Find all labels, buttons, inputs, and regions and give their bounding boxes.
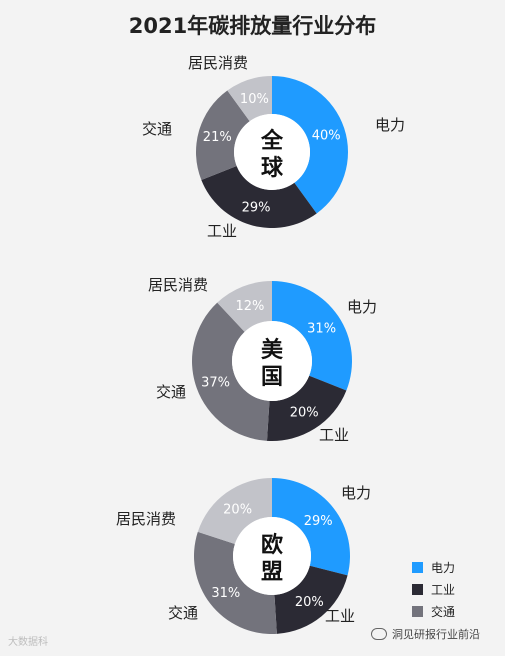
donut-2-label-transport: 交通 bbox=[168, 604, 198, 622]
donut-0-value-transport: 21% bbox=[203, 130, 232, 145]
donut-0-center-label-1: 球 bbox=[261, 156, 284, 181]
donut-2-value-power: 29% bbox=[304, 514, 333, 529]
donut-1-label-residential: 居民消费 bbox=[148, 276, 208, 294]
chart-title: 2021年碳排放量行业分布 bbox=[128, 14, 377, 38]
donut-1-slice-power bbox=[272, 281, 352, 391]
donut-2-value-industry: 20% bbox=[295, 595, 324, 610]
donut-1-center-label-0: 美 bbox=[261, 337, 284, 363]
donut-1-value-residential: 12% bbox=[235, 299, 264, 314]
legend: 电力 工业 交通 bbox=[412, 556, 455, 622]
donut-2-center-label-0: 欧 bbox=[261, 532, 283, 558]
legend-label-industry: 工业 bbox=[431, 582, 456, 597]
watermark-left: 大数据科 bbox=[8, 637, 48, 648]
donut-1-value-power: 31% bbox=[307, 321, 336, 336]
donut-0-value-industry: 29% bbox=[242, 201, 271, 216]
donut-2-slice-power bbox=[272, 478, 351, 576]
donut-0-value-residential: 10% bbox=[240, 92, 269, 107]
donut-2-value-residential: 20% bbox=[223, 503, 252, 518]
legend-swatch-industry bbox=[412, 583, 423, 595]
donut-1-slice-residential bbox=[217, 281, 272, 332]
donut-1-label-power: 电力 bbox=[347, 298, 377, 316]
donut-1-value-transport: 37% bbox=[201, 375, 230, 390]
watermark-right: 洞见研报行业前沿 bbox=[371, 626, 480, 642]
donut-1-slice-industry bbox=[266, 375, 347, 441]
legend-item-industry: 工业 bbox=[412, 578, 455, 600]
donut-2-label-industry: 工业 bbox=[325, 607, 355, 625]
donut-0-center bbox=[234, 114, 310, 190]
donut-0-label-residential: 居民消费 bbox=[188, 54, 248, 72]
donut-0-label-power: 电力 bbox=[375, 116, 405, 134]
donut-2-center-label-1: 盟 bbox=[261, 560, 283, 585]
donut-2-label-residential: 居民消费 bbox=[116, 510, 176, 528]
donut-0-slice-residential bbox=[227, 76, 272, 122]
donut-0-label-transport: 交通 bbox=[142, 120, 172, 138]
donut-2-slice-residential bbox=[197, 478, 272, 544]
donut-0-value-power: 40% bbox=[312, 128, 341, 143]
donut-0-center-label-0: 全 bbox=[260, 128, 284, 154]
donut-1-value-industry: 20% bbox=[290, 406, 319, 421]
donut-1-center bbox=[232, 321, 312, 401]
watermark-right-text: 洞见研报行业前沿 bbox=[392, 628, 480, 641]
legend-item-power: 电力 bbox=[412, 556, 455, 578]
donut-1-label-transport: 交通 bbox=[156, 383, 186, 401]
donut-0-slice-transport bbox=[196, 90, 250, 180]
donut-2-slice-industry bbox=[274, 565, 348, 634]
donut-0-slice-industry bbox=[201, 165, 317, 228]
legend-swatch-power bbox=[412, 561, 423, 573]
donut-2-value-transport: 31% bbox=[211, 586, 240, 601]
donut-1-label-industry: 工业 bbox=[319, 426, 349, 444]
donut-1-slice-transport bbox=[191, 302, 270, 441]
legend-label-transport: 交通 bbox=[431, 604, 456, 619]
donut-2-label-power: 电力 bbox=[341, 484, 371, 502]
donut-0-label-industry: 工业 bbox=[207, 222, 237, 240]
donut-2-slice-transport bbox=[193, 531, 277, 634]
legend-label-power: 电力 bbox=[431, 560, 456, 575]
donut-1-center-label-1: 国 bbox=[261, 365, 283, 390]
donut-0-slice-power bbox=[272, 76, 348, 214]
wechat-icon bbox=[371, 628, 387, 640]
legend-item-transport: 交通 bbox=[412, 600, 455, 622]
donut-2-center bbox=[233, 517, 311, 595]
legend-swatch-transport bbox=[412, 605, 423, 617]
